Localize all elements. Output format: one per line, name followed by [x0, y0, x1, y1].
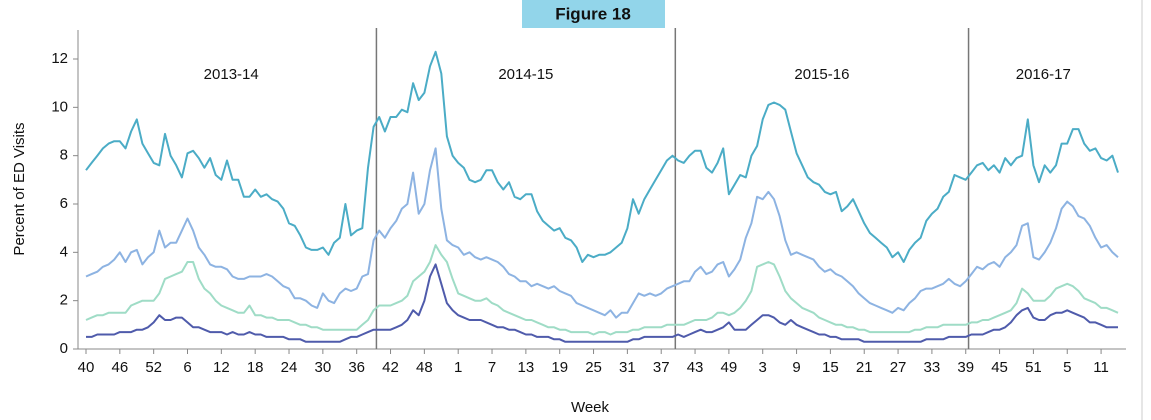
- x-tick-label: 25: [585, 359, 602, 376]
- x-tick-label: 18: [247, 359, 264, 376]
- series-line: [85, 147, 1119, 319]
- x-tick-label: 9: [792, 359, 800, 376]
- x-tick-label: 51: [1025, 359, 1042, 376]
- x-tick-label: 37: [653, 359, 670, 376]
- x-tick-label: 52: [145, 359, 162, 376]
- x-tick-label: 3: [759, 359, 767, 376]
- x-tick-label: 19: [551, 359, 568, 376]
- y-tick-label: 0: [60, 340, 68, 357]
- x-tick-label: 1: [454, 359, 462, 376]
- x-tick-label: 7: [488, 359, 496, 376]
- x-axis-label: Week: [571, 399, 610, 416]
- x-tick-label: 30: [315, 359, 332, 376]
- season-label: 2013-14: [204, 66, 259, 83]
- series-line: [85, 50, 1119, 263]
- x-tick-label: 13: [518, 359, 535, 376]
- x-tick-label: 6: [183, 359, 191, 376]
- season-label: 2015-16: [794, 66, 849, 83]
- x-tick-label: 36: [348, 359, 365, 376]
- series-line: [85, 244, 1119, 336]
- title-box: [522, 0, 665, 28]
- y-tick-label: 6: [60, 195, 68, 212]
- x-tick-label: 48: [416, 359, 433, 376]
- y-tick-label: 8: [60, 147, 68, 164]
- x-tick-label: 21: [856, 359, 873, 376]
- y-tick-label: 2: [60, 292, 68, 309]
- x-tick-label: 39: [957, 359, 974, 376]
- x-tick-label: 45: [991, 359, 1008, 376]
- series-line: [86, 263, 1118, 343]
- season-label: 2014-15: [498, 66, 553, 83]
- season-label: 2016-17: [1016, 66, 1071, 83]
- x-tick-label: 11: [1093, 359, 1109, 376]
- y-tick-label: 4: [60, 243, 68, 260]
- x-tick-label: 33: [924, 359, 941, 376]
- chart-title: Figure 18: [555, 4, 631, 23]
- x-tick-label: 40: [78, 359, 95, 376]
- x-tick-label: 31: [619, 359, 636, 376]
- x-tick-label: 46: [111, 359, 128, 376]
- x-tick-label: 27: [890, 359, 907, 376]
- x-tick-label: 5: [1063, 359, 1071, 376]
- x-tick-label: 43: [687, 359, 704, 376]
- x-tick-label: 24: [281, 359, 298, 376]
- y-tick-label: 12: [51, 50, 68, 67]
- x-tick-label: 49: [721, 359, 738, 376]
- x-tick-label: 42: [382, 359, 399, 376]
- x-tick-label: 12: [213, 359, 230, 376]
- x-tick-label: 15: [822, 359, 839, 376]
- y-tick-label: 10: [51, 98, 68, 115]
- y-axis-label: Percent of ED Visits: [11, 122, 28, 255]
